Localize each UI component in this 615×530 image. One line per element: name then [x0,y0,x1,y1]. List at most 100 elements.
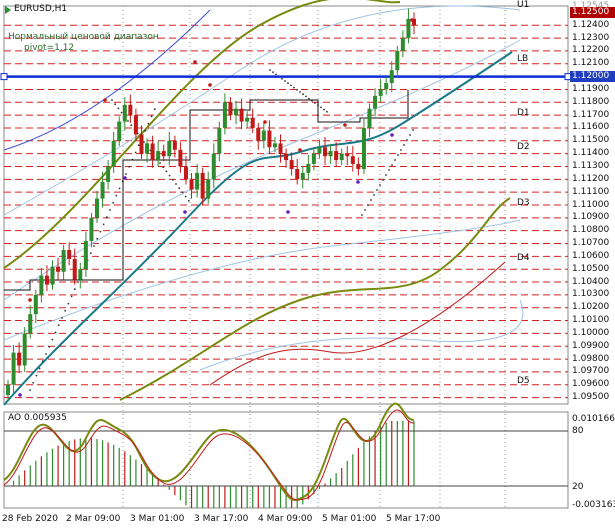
candle-body [356,163,361,170]
price-axis-tick: 1.09600 [570,379,615,391]
candle-body [267,130,272,148]
fractal-up-marker [263,120,267,124]
candle-body [217,127,222,154]
pivot-handle-left [0,73,8,81]
candle-body [284,153,289,161]
candle-body [189,179,194,190]
candle-body [133,115,138,135]
symbol-title: EURUSD,H1 [14,4,68,14]
sar-dot [29,389,31,391]
indicator-text-line2: pivot=1.12 [24,43,75,53]
price-axis-tick: 1.10800 [570,225,615,237]
candle-body [178,149,183,167]
candle-body [350,156,355,164]
sar-dot [41,360,44,363]
price-axis-tick: 1.12400 [570,19,615,31]
candle-body [167,140,172,157]
candle-body [17,352,22,366]
candle-body [373,95,378,109]
time-axis-label: 4 Mar 09:00 [258,514,313,524]
sar-dot [412,129,414,131]
candle-body [395,50,400,71]
price-axis-tick: 1.10300 [570,289,615,301]
price-axis-tick: 1.10400 [570,276,615,288]
ao-axis-tick: -0.003163 [570,500,615,511]
candle-body [245,117,250,122]
candle-body [106,166,111,182]
candle-body [378,89,383,96]
price-axis-tick: 1.11400 [570,148,615,160]
sar-dot [281,77,283,80]
sar-dot [112,201,115,204]
time-axis-label: 5 Mar 01:00 [322,514,377,524]
price-axis-tick: 1.12000 [570,71,615,83]
sar-dot [114,103,117,106]
sar-dot [361,214,363,216]
candle-body [156,151,161,161]
candle-body [200,172,205,199]
level-label-d4: D4 [517,253,530,263]
sar-dot [64,309,67,312]
sar-dot [409,134,411,136]
candle-body [100,181,105,199]
sar-dot [314,102,316,104]
price-axis-tick: 1.10900 [570,212,615,224]
sar-dot [159,162,161,164]
sar-dot [302,93,304,96]
candle-body [384,83,389,90]
sar-dot [406,139,408,141]
moving-average-line [3,51,513,406]
sar-dot [143,141,145,143]
fractal-up-marker [410,18,414,22]
candle-body [334,151,339,161]
sar-dot [370,199,372,201]
sar-dot [51,338,54,341]
sar-dot [117,107,120,110]
candle-body [328,151,333,157]
fractal-down-marker [390,133,394,137]
time-axis-label: 2 Mar 09:00 [66,514,121,524]
candle-body [11,352,16,385]
pivot-step-line [4,90,409,291]
sar-dot [77,281,79,283]
sar-dot [111,99,113,101]
sar-dot [102,223,105,226]
sar-dot [394,159,396,161]
price-axis-top: 1.12545 [570,1,615,12]
sar-dot [120,111,123,114]
candle-body [44,275,49,285]
candle-body [323,147,328,157]
sar-dot [48,345,51,348]
price-axis-tick: 1.11300 [570,160,615,172]
sar-dot [144,129,147,132]
candle-body [239,108,244,122]
channel-line [3,219,521,341]
time-axis-label: 3 Mar 17:00 [194,514,249,524]
sar-dot [54,331,57,334]
candle-body [33,294,38,315]
sar-dot [171,178,174,181]
fractal-up-marker [343,123,347,127]
candle-body [278,143,283,154]
candle-body [83,240,88,270]
price-axis-tick: 1.12300 [570,32,615,44]
sar-dot [308,97,310,100]
sar-dot [38,367,41,370]
sar-dot [403,144,405,146]
price-axis-tick: 1.10000 [570,327,615,339]
candle-body [61,249,66,272]
sar-dot [400,149,402,151]
candle-body [111,140,116,167]
fractal-down-marker [18,393,22,397]
sar-dot [93,245,95,247]
sar-dot [147,122,150,125]
candle-body [161,151,166,157]
sar-dot [105,216,108,219]
candle-body [128,104,133,116]
sar-dot [125,173,127,175]
candle-body [389,70,394,84]
sar-dot [397,154,399,156]
sar-dot [293,86,295,89]
price-axis-tick: 1.11000 [570,199,615,211]
